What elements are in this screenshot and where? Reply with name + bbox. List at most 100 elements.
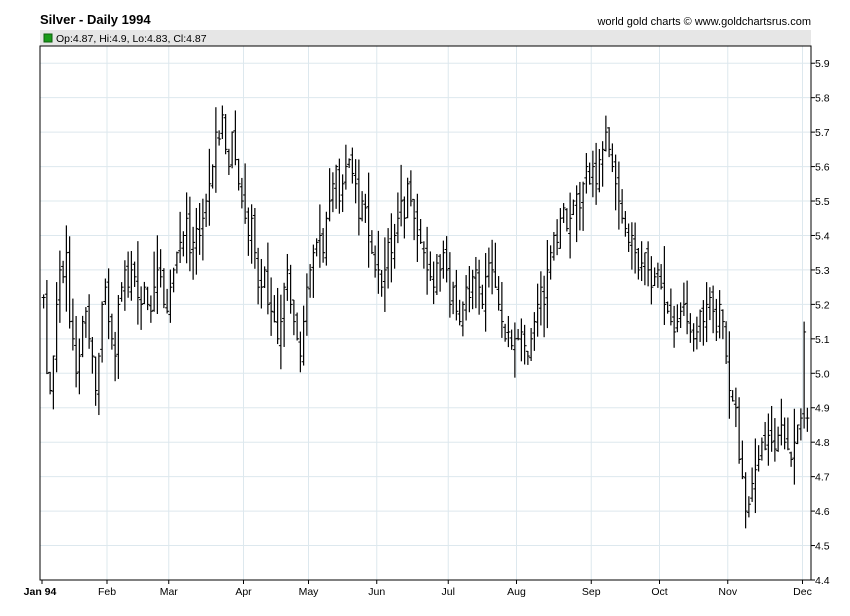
ohlc-bar bbox=[282, 282, 287, 347]
ohlc-bar bbox=[278, 294, 283, 370]
ohlc-bar bbox=[347, 158, 352, 169]
y-tick-label: 5.5 bbox=[815, 196, 830, 208]
ohlc-bar bbox=[405, 177, 410, 219]
ohlc-bar bbox=[269, 277, 274, 336]
ohlc-bar bbox=[408, 170, 413, 207]
ohlc-bar bbox=[44, 280, 49, 375]
ohlc-bar bbox=[603, 115, 608, 152]
x-tick-label: Sep bbox=[582, 586, 601, 598]
price-bars bbox=[41, 105, 810, 529]
ohlc-bar bbox=[678, 302, 683, 329]
ohlc-bar bbox=[451, 281, 456, 315]
ohlc-bar bbox=[545, 239, 550, 329]
y-tick-label: 5.4 bbox=[815, 230, 830, 242]
ohlc-bar bbox=[77, 338, 82, 395]
ohlc-bar bbox=[100, 301, 105, 363]
ohlc-bar bbox=[600, 141, 605, 187]
y-tick-label: 4.4 bbox=[815, 575, 830, 587]
ohlc-bar bbox=[737, 397, 742, 464]
ohlc-bar bbox=[230, 131, 235, 169]
ohlc-bar bbox=[194, 207, 199, 275]
ohlc-bar bbox=[662, 246, 667, 325]
y-tick-label: 4.5 bbox=[815, 541, 830, 553]
ohlc-bar bbox=[236, 158, 241, 191]
ohlc-bar bbox=[129, 251, 134, 301]
ohlc-bar bbox=[740, 440, 745, 480]
ohlc-bar bbox=[454, 269, 459, 321]
ohlc-bar bbox=[83, 307, 88, 338]
ohlc-bar bbox=[730, 390, 735, 402]
ohlc-bar bbox=[275, 287, 280, 345]
ohlc-bar bbox=[798, 408, 803, 441]
ohlc-bar bbox=[772, 418, 777, 462]
ohlc-bar bbox=[116, 295, 121, 379]
ohlc-bar bbox=[93, 356, 98, 406]
ohlc-bar bbox=[48, 371, 53, 395]
ohlc-bar bbox=[311, 244, 316, 298]
ohlc-bar bbox=[613, 154, 618, 211]
ohlc-bar bbox=[506, 315, 511, 348]
ohlc-bar bbox=[681, 282, 686, 316]
ohlc-bar bbox=[122, 260, 127, 311]
ohlc-bar bbox=[113, 331, 118, 382]
ohlc-bar bbox=[200, 198, 205, 261]
x-tick-label: Dec bbox=[793, 586, 812, 598]
ohlc-bar bbox=[503, 323, 508, 342]
ohlc-bar bbox=[317, 204, 322, 268]
ohlc-bar bbox=[594, 142, 599, 205]
ohlc-bar bbox=[155, 235, 160, 315]
ohlc-bar bbox=[90, 337, 95, 374]
ohlc-bar bbox=[694, 316, 699, 350]
ohlc-bar bbox=[532, 312, 537, 351]
ohlc-bar bbox=[197, 203, 202, 255]
ohlc-bar bbox=[675, 304, 680, 333]
ohlc-bar bbox=[561, 203, 566, 223]
ohlc-bar bbox=[636, 248, 641, 280]
ohlc-bar bbox=[168, 269, 173, 323]
ohlc-bar bbox=[431, 261, 436, 305]
ohlc-bar bbox=[369, 230, 374, 254]
ohlc-bar bbox=[425, 226, 430, 295]
ohlc-bar bbox=[187, 196, 192, 272]
ohlc-bar bbox=[285, 253, 290, 301]
ohlc-bar bbox=[668, 288, 673, 326]
chart-title: Silver - Daily 1994 bbox=[40, 12, 151, 27]
ohlc-bar bbox=[568, 192, 573, 259]
ohlc-bar bbox=[438, 254, 443, 292]
ohlc-bar bbox=[191, 226, 196, 280]
ohlc-bar bbox=[672, 305, 677, 348]
ohlc-bar bbox=[356, 159, 361, 236]
ohlc-bar bbox=[652, 267, 657, 287]
y-tick-label: 5.9 bbox=[815, 58, 830, 70]
ohlc-bar bbox=[207, 148, 212, 226]
ohlc-bar bbox=[727, 331, 732, 419]
ohlc-bar bbox=[51, 355, 56, 410]
y-tick-label: 5.0 bbox=[815, 368, 830, 380]
ohlc-bar bbox=[535, 283, 540, 337]
ohlc-bar bbox=[334, 164, 339, 209]
ohlc-bar bbox=[249, 204, 254, 264]
ohlc-bar bbox=[750, 467, 755, 502]
ohlc-bar bbox=[763, 421, 768, 451]
ohlc-bar bbox=[441, 240, 446, 279]
ohlc-bar bbox=[590, 150, 595, 198]
ohlc-bar bbox=[698, 309, 703, 342]
ohlc-bar bbox=[291, 299, 296, 336]
ohlc-bar bbox=[759, 437, 764, 461]
ohlc-bar bbox=[243, 163, 248, 224]
y-tick-label: 4.8 bbox=[815, 437, 830, 449]
legend-swatch bbox=[43, 33, 53, 43]
x-tick-label: Aug bbox=[507, 586, 526, 598]
ohlc-bar bbox=[548, 245, 553, 280]
ohlc-bar bbox=[538, 271, 543, 326]
ohlc-bar bbox=[226, 148, 231, 175]
ohlc-bar bbox=[223, 114, 228, 155]
ohlc-bar bbox=[165, 288, 170, 314]
ohlc-bar bbox=[373, 245, 378, 278]
ohlc-bar bbox=[220, 105, 225, 139]
ohlc-bar bbox=[392, 223, 397, 269]
chart-credit: world gold charts © www.goldchartsrus.co… bbox=[596, 16, 811, 28]
ohlc-bar bbox=[460, 301, 465, 337]
ohlc-bar bbox=[161, 268, 166, 309]
ohlc-bar bbox=[70, 298, 75, 351]
